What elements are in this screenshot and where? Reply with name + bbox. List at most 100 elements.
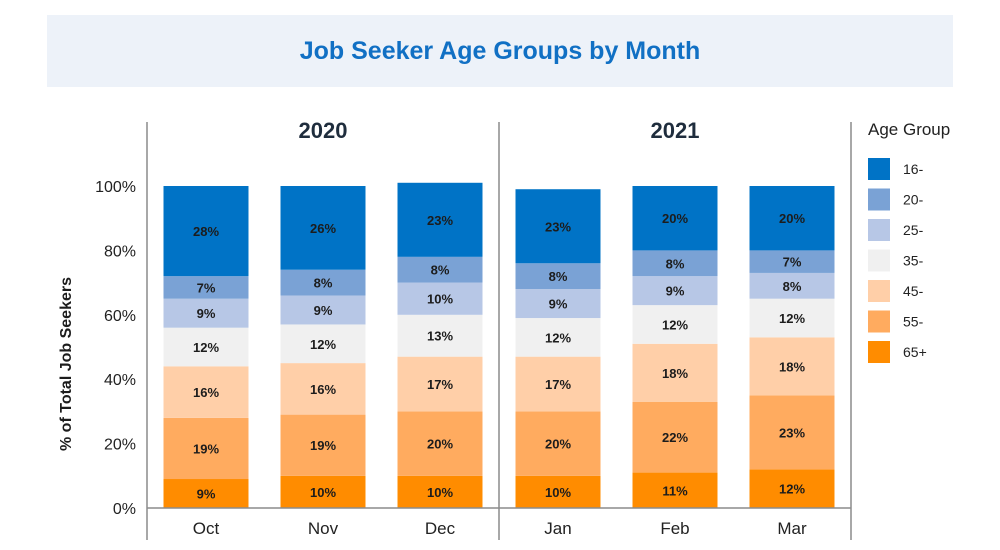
data-label: 20% — [662, 211, 688, 226]
legend-item-label: 16- — [903, 161, 924, 177]
x-tick-label: Nov — [308, 519, 339, 538]
data-label: 12% — [662, 317, 688, 332]
x-tick-label: Mar — [777, 519, 807, 538]
data-label: 22% — [662, 430, 688, 445]
bar-segment — [515, 475, 601, 508]
data-label: 12% — [779, 482, 805, 497]
title-banner: Job Seeker Age Groups by Month — [47, 15, 953, 87]
legend-swatch — [868, 158, 890, 180]
bar-segment — [280, 414, 366, 476]
data-label: 17% — [427, 377, 453, 392]
bar-segment — [163, 276, 249, 299]
bar-segment — [632, 401, 718, 473]
data-label: 9% — [197, 306, 216, 321]
data-label: 23% — [427, 213, 453, 228]
bar-segment — [632, 472, 718, 508]
legend-swatch — [868, 341, 890, 363]
bar-segment — [280, 295, 366, 325]
data-label: 12% — [545, 330, 571, 345]
data-label: 8% — [314, 276, 333, 291]
bar-segment — [749, 395, 835, 470]
data-label: 16% — [310, 382, 336, 397]
bar-segment — [163, 327, 249, 367]
y-tick-label: 0% — [113, 501, 136, 518]
bar-segment — [163, 186, 249, 277]
data-label: 8% — [549, 269, 568, 284]
data-label: 13% — [427, 329, 453, 344]
data-label: 23% — [779, 425, 805, 440]
bar-segment — [515, 411, 601, 476]
legend-item-label: 25- — [903, 222, 924, 238]
data-label: 23% — [545, 219, 571, 234]
data-label: 19% — [310, 438, 336, 453]
bar-segment — [749, 469, 835, 508]
bar-segment — [632, 276, 718, 306]
data-label: 12% — [779, 311, 805, 326]
data-label: 16% — [193, 385, 219, 400]
y-tick-label: 60% — [104, 308, 136, 325]
bar-segment — [515, 289, 601, 319]
bar-segment — [515, 318, 601, 357]
bar-segment — [397, 314, 483, 357]
bar-segment — [397, 182, 483, 257]
bar-segment — [163, 417, 249, 480]
bar-segment — [280, 363, 366, 415]
data-label: 8% — [666, 256, 685, 271]
legend-item-label: 35- — [903, 253, 924, 269]
data-label: 8% — [783, 279, 802, 294]
x-tick-label: Dec — [425, 519, 456, 538]
bar-segment — [749, 250, 835, 273]
data-label: 10% — [427, 485, 453, 500]
bar-segment — [397, 411, 483, 476]
bar-segment — [632, 250, 718, 277]
data-label: 17% — [545, 377, 571, 392]
bar-segment — [163, 366, 249, 418]
x-tick-label: Jan — [544, 519, 571, 538]
data-label: 18% — [662, 366, 688, 381]
data-label: 26% — [310, 221, 336, 236]
bar-segment — [163, 298, 249, 328]
legend-swatch — [868, 249, 890, 272]
year-label: 2021 — [651, 118, 700, 143]
y-tick-label: 100% — [95, 179, 136, 196]
bar-segment — [749, 298, 835, 338]
bar-segment — [280, 269, 366, 296]
bar-segment — [397, 475, 483, 508]
legend-title: Age Group — [868, 120, 950, 139]
data-label: 18% — [779, 359, 805, 374]
bar-segment — [749, 272, 835, 299]
data-label: 7% — [783, 255, 802, 270]
bar-segment — [280, 324, 366, 364]
bar-segment — [280, 475, 366, 508]
data-label: 9% — [549, 297, 568, 312]
data-label: 10% — [310, 485, 336, 500]
data-label: 12% — [310, 337, 336, 352]
bar-segment — [397, 256, 483, 283]
data-label: 10% — [545, 485, 571, 500]
legend-swatch — [868, 310, 890, 333]
bar-segment — [749, 186, 835, 251]
bar-segment — [632, 343, 718, 402]
x-tick-label: Oct — [193, 519, 220, 538]
legend-swatch — [868, 219, 890, 241]
data-label: 9% — [666, 284, 685, 299]
bar-segment — [632, 305, 718, 344]
data-label: 10% — [427, 292, 453, 307]
y-axis-label: % of Total Job Seekers — [58, 277, 75, 451]
legend-item-label: 65+ — [903, 344, 927, 360]
data-label: 20% — [545, 437, 571, 452]
data-label: 7% — [197, 280, 216, 295]
year-label: 2020 — [299, 118, 348, 143]
data-label: 19% — [193, 441, 219, 456]
data-label: 11% — [662, 483, 688, 498]
bar-segment — [749, 337, 835, 396]
legend-item-label: 45- — [903, 283, 924, 299]
chart-title: Job Seeker Age Groups by Month — [299, 36, 701, 65]
bar-segment — [280, 186, 366, 270]
data-label: 12% — [193, 340, 219, 355]
bar-segment — [397, 356, 483, 412]
data-label: 28% — [193, 224, 219, 239]
data-label: 20% — [779, 211, 805, 226]
y-tick-label: 40% — [104, 372, 136, 389]
